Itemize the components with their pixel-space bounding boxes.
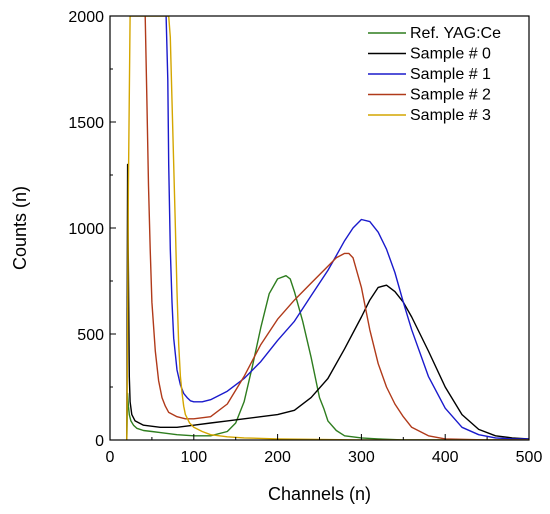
y-tick-label: 1000 [68,221,104,238]
series-line-0 [126,275,529,440]
x-tick-label: 500 [516,449,543,466]
x-tick-label: 400 [432,449,459,466]
y-tick-label: 500 [77,327,104,344]
y-axis: 0 500 1000 1500 2000 [68,9,116,450]
x-tick-label: 0 [106,449,115,466]
legend-label-4: Sample # 3 [410,107,491,124]
x-axis: 0 100 200 300 400 500 [106,434,543,466]
y-tick-label: 0 [95,433,104,450]
legend: Ref. YAG:Ce Sample # 0 Sample # 1 Sample # … [368,25,501,124]
legend-label-1: Sample # 0 [410,46,491,63]
x-tick-label: 300 [348,449,375,466]
x-tick-label: 100 [180,449,207,466]
y-tick-label: 1500 [68,115,104,132]
y-axis-label: Counts (n) [10,186,30,270]
x-tick-label: 200 [264,449,291,466]
legend-label-3: Sample # 2 [410,87,491,104]
series-line-4 [126,16,529,440]
series-layer [126,16,529,440]
series-line-1 [126,163,529,440]
legend-label-0: Ref. YAG:Ce [410,25,501,42]
series-line-2 [165,16,529,440]
x-axis-label: Channels (n) [268,484,371,504]
series-line-3 [144,16,529,440]
legend-label-2: Sample # 1 [410,66,491,83]
y-tick-label: 2000 [68,9,104,26]
